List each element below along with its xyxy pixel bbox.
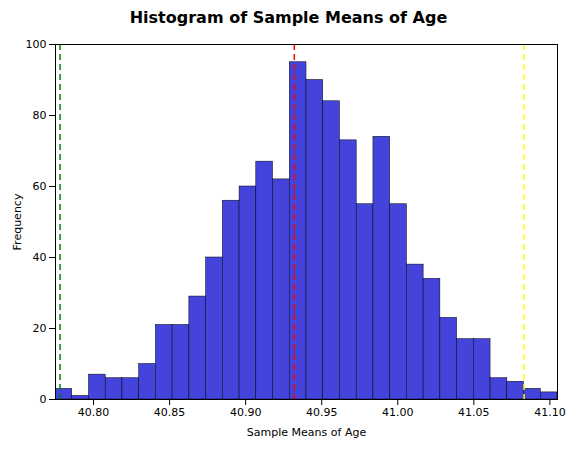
svg-text:40.80: 40.80 xyxy=(78,406,110,419)
svg-text:40.85: 40.85 xyxy=(154,406,186,419)
html-text:Histogram of Sample Means of A: Histogram of Sample Means of Age xyxy=(129,8,448,27)
svg-text:80: 80 xyxy=(33,109,47,122)
svg-text:40.90: 40.90 xyxy=(230,406,262,419)
svg-text:41.00: 41.00 xyxy=(382,406,414,419)
svg-text:0: 0 xyxy=(40,393,47,406)
svg-text:40.95: 40.95 xyxy=(306,406,338,419)
svg-text:60: 60 xyxy=(33,180,47,193)
svg-text:41.05: 41.05 xyxy=(458,406,490,419)
svg-text:40: 40 xyxy=(33,251,47,264)
svg-text:Sample Means of Age: Sample Means of Age xyxy=(247,426,367,439)
svg-text:Frequency: Frequency xyxy=(11,193,24,250)
svg-text:41.10: 41.10 xyxy=(534,406,566,419)
svg-text:100: 100 xyxy=(26,38,47,51)
svg-text:20: 20 xyxy=(33,322,47,335)
